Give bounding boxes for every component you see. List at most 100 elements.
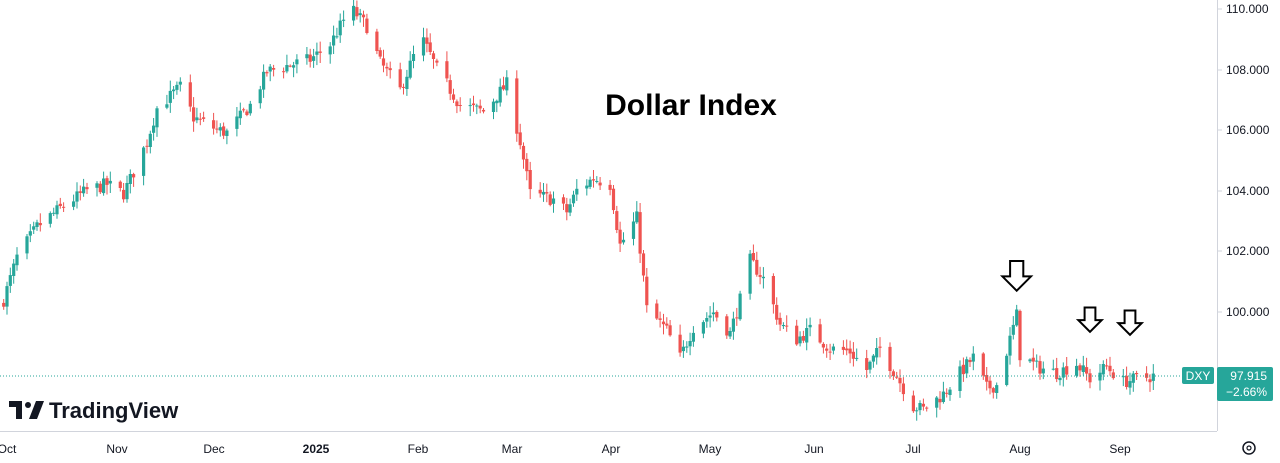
candle [405, 69, 409, 96]
candle-body [308, 54, 312, 62]
candle-body [878, 346, 882, 348]
price-axis[interactable]: 110.000 108.000 106.000 104.000 102.000 … [1217, 0, 1270, 431]
candle [575, 179, 579, 201]
candle [152, 118, 156, 141]
candle [841, 340, 845, 355]
candle [968, 357, 972, 367]
candle-body [168, 90, 172, 103]
candle-body [12, 263, 16, 276]
candle-body [941, 391, 945, 402]
chart-title: Dollar Index [605, 89, 777, 122]
candle-body [641, 253, 646, 276]
last-price-value: 97.915 [1230, 369, 1267, 383]
time-axis[interactable]: Oct Nov Dec 2025 Feb Mar Apr May Jun Jul… [0, 431, 1217, 457]
candle-body [618, 229, 622, 244]
candle-body [911, 395, 915, 412]
candle [305, 47, 309, 65]
candle-body [965, 359, 969, 374]
candle-body [85, 187, 89, 190]
candle-body [758, 275, 762, 277]
candle-body [431, 53, 436, 59]
candle [358, 8, 362, 23]
candle-body [378, 50, 382, 57]
settings-button[interactable] [1242, 441, 1256, 455]
symbol-badge[interactable]: DXY [1182, 367, 1214, 384]
candle [365, 13, 369, 35]
candle [865, 349, 869, 379]
candle [731, 311, 735, 340]
candle-body [475, 105, 479, 107]
candle [748, 250, 752, 300]
candle [108, 171, 112, 193]
candle [98, 181, 102, 194]
candle-body [708, 315, 712, 318]
candle [222, 122, 226, 140]
candle [308, 48, 312, 68]
candle [428, 33, 432, 55]
candle-body [478, 105, 482, 109]
candle [385, 62, 389, 77]
candle [148, 130, 152, 154]
candle [15, 247, 19, 271]
candle-body [332, 35, 336, 46]
candle [312, 48, 316, 68]
candle-body [845, 348, 849, 351]
candle [711, 302, 715, 322]
candle [658, 311, 662, 328]
candle [615, 205, 619, 234]
candle-body [8, 275, 12, 286]
candle [2, 299, 6, 310]
candle-body [575, 188, 579, 195]
month-label-sep: Sep [1109, 442, 1131, 456]
price-label-106: 106.000 [1226, 123, 1270, 137]
candle-body [1135, 373, 1139, 375]
candle [215, 120, 219, 134]
candle-body [305, 54, 309, 59]
candle-body [1101, 364, 1105, 375]
candle [481, 108, 486, 114]
candle-body [78, 191, 82, 193]
candle [981, 352, 985, 380]
candle-body [215, 128, 219, 130]
candle [175, 81, 179, 95]
candle [961, 357, 965, 382]
candle-body [525, 158, 529, 172]
candle-body [821, 343, 825, 348]
candle [192, 97, 196, 132]
candle-body [851, 351, 855, 359]
candle-body [688, 341, 692, 347]
candle-body [38, 223, 42, 226]
candle [78, 185, 82, 201]
candle-body [401, 86, 406, 88]
candle-body [795, 325, 799, 345]
candle-body [248, 103, 252, 114]
candle-body [458, 105, 462, 106]
candle [52, 207, 56, 216]
month-label-may: May [699, 442, 722, 456]
candle [1041, 361, 1045, 380]
candle [332, 25, 336, 54]
candle-body [75, 191, 79, 202]
candle [1105, 358, 1109, 370]
candle-body [748, 253, 752, 294]
candle-body [801, 336, 805, 341]
candle [818, 318, 822, 344]
candle-body [285, 65, 289, 72]
candle [515, 70, 519, 142]
candle-body [245, 111, 249, 115]
candle [871, 354, 875, 368]
candle-body [268, 66, 272, 72]
candle [1028, 358, 1032, 363]
candle-body [595, 181, 599, 182]
candle [561, 194, 566, 210]
tradingview-logo[interactable]: TradingView [9, 398, 179, 423]
candle [771, 273, 775, 314]
candle-body [705, 318, 709, 322]
candle [708, 306, 712, 328]
candle [155, 106, 159, 137]
candle-body [621, 239, 626, 243]
candle-body [711, 312, 715, 315]
candle [1018, 309, 1022, 367]
candle [645, 268, 649, 313]
candle [801, 330, 805, 344]
